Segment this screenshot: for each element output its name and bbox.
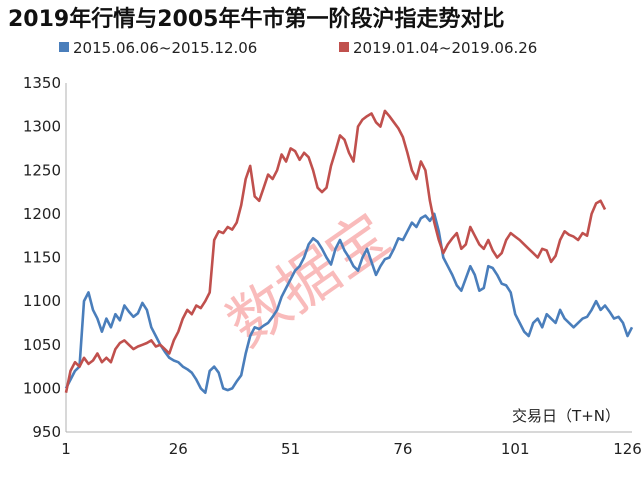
x-tick-label: 1 xyxy=(61,440,71,458)
x-axis-label: 交易日（T+N） xyxy=(512,407,620,425)
y-tick-label: 1100 xyxy=(23,292,61,310)
y-tick-labels: 950 1000 1050 1100 1150 1200 1250 1300 1350 xyxy=(23,74,61,441)
x-tick-label: 101 xyxy=(501,440,530,458)
axes xyxy=(65,83,632,433)
y-tick-label: 950 xyxy=(32,423,61,441)
y-tick-label: 1050 xyxy=(23,336,61,354)
y-tick-label: 1350 xyxy=(23,74,61,92)
chart-title: 2019年行情与2005年牛市第一阶段沪指走势对比 xyxy=(8,6,504,32)
x-tick-label: 51 xyxy=(281,440,300,458)
legend: 2015.06.06~2015.12.06 2019.01.04~2019.06… xyxy=(59,39,537,57)
y-tick-label: 1200 xyxy=(23,205,61,223)
watermark: 数据宝 xyxy=(215,200,403,361)
y-tick-label: 1250 xyxy=(23,161,61,179)
y-tick-label: 1300 xyxy=(23,118,61,136)
legend-label-series-2: 2019.01.04~2019.06.26 xyxy=(353,39,537,57)
legend-swatch-series-1 xyxy=(59,42,69,52)
series-line-2 xyxy=(64,109,607,393)
x-tick-labels: 1 26 51 76 101 126 xyxy=(61,440,641,458)
legend-label-series-1: 2015.06.06~2015.12.06 xyxy=(73,39,257,57)
y-tick-label: 1150 xyxy=(23,249,61,267)
legend-swatch-series-2 xyxy=(339,42,349,52)
series-lines xyxy=(64,109,634,395)
x-tick-label: 126 xyxy=(613,440,641,458)
y-tick-label: 1000 xyxy=(23,379,61,397)
x-tick-label: 76 xyxy=(393,440,412,458)
x-tick-label: 26 xyxy=(169,440,188,458)
